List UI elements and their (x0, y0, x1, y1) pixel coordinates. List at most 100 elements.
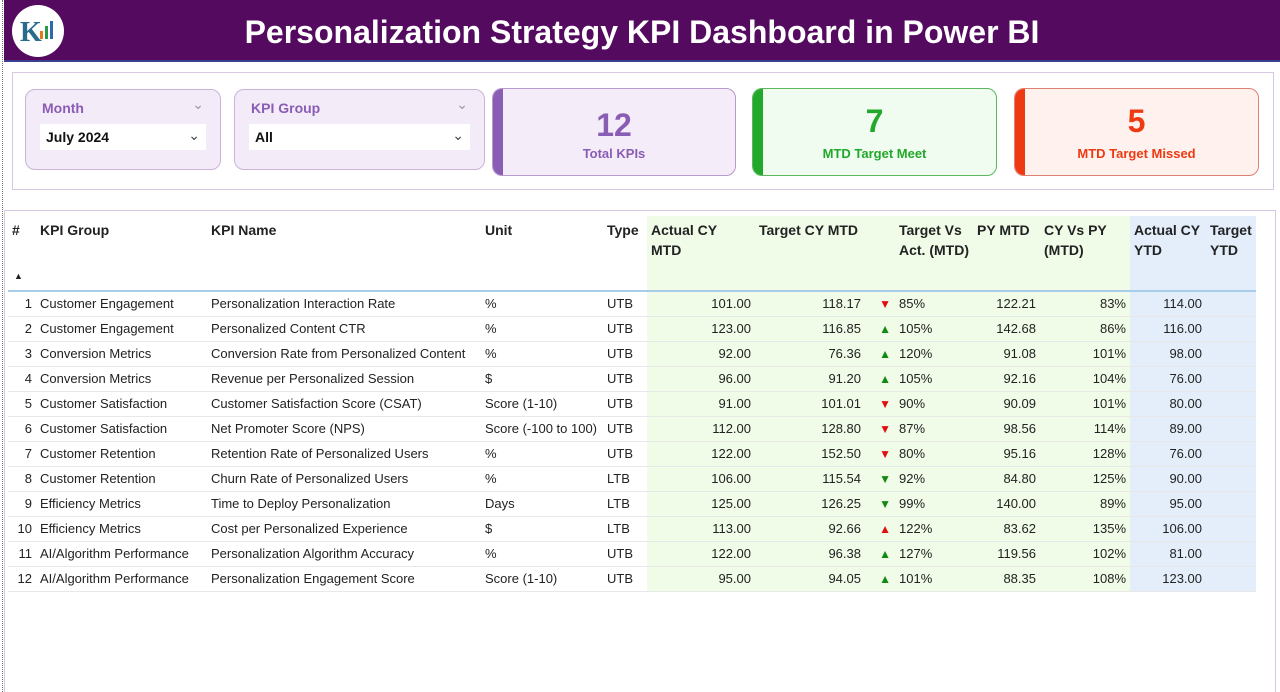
table-row[interactable]: 2 Customer Engagement Personalized Content… (8, 316, 1256, 342)
cell-ytd: 89.00 (1130, 416, 1206, 442)
cell-type: UTB (603, 291, 647, 317)
cell-cvp: 101% (1040, 391, 1130, 417)
table-row[interactable]: 1 Customer Engagement Personalization Inte… (8, 291, 1256, 317)
triangle-down-icon: ▼ (865, 391, 895, 417)
triangle-up-icon: ▲ (865, 366, 895, 392)
triangle-up-icon: ▲ (865, 316, 895, 342)
cell-group: Customer Retention (36, 466, 207, 492)
column-header[interactable]: Target CY MTD (755, 216, 865, 292)
cell-tva: 92% (895, 466, 973, 492)
cell-ytd: 123.00 (1130, 566, 1206, 592)
month-dropdown[interactable]: July 2024 ⌄ (40, 124, 206, 150)
column-header-label: Target CY MTD (759, 222, 859, 238)
column-header-label: Target Vs Act. (MTD) (899, 222, 969, 258)
kpi-group-dropdown[interactable]: All ⌄ (249, 124, 470, 150)
cell-n: 6 (8, 416, 36, 442)
triangle-down-icon: ▼ (865, 491, 895, 517)
table-row[interactable]: 8 Customer Retention Churn Rate of Persona… (8, 466, 1256, 492)
cell-group: Customer Satisfaction (36, 391, 207, 417)
column-header[interactable]: KPI Name (207, 216, 481, 292)
table-row[interactable]: 11 AI/Algorithm Performance Personalizatio… (8, 541, 1256, 567)
cell-name: Churn Rate of Personalized Users (207, 466, 481, 492)
cell-act: 92.00 (647, 341, 755, 367)
cell-unit: % (481, 466, 603, 492)
card-value: 7 (865, 103, 884, 139)
cell-ytd: 80.00 (1130, 391, 1206, 417)
cell-py: 83.62 (973, 516, 1040, 542)
column-header[interactable]: Unit (481, 216, 603, 292)
column-header[interactable]: Actual CY MTD (647, 216, 755, 292)
table-row[interactable]: 3 Conversion Metrics Conversion Rate from … (8, 341, 1256, 367)
table-row[interactable]: 5 Customer Satisfaction Customer Satisfact… (8, 391, 1256, 417)
cell-py: 142.68 (973, 316, 1040, 342)
cell-tgt: 115.54 (755, 466, 865, 492)
cell-name: Personalized Content CTR (207, 316, 481, 342)
cell-target-ytd (1206, 491, 1256, 517)
cell-act: 113.00 (647, 516, 755, 542)
cell-unit: $ (481, 516, 603, 542)
column-header[interactable]: Type (603, 216, 647, 292)
cell-target-ytd (1206, 516, 1256, 542)
cell-cvp: 86% (1040, 316, 1130, 342)
cell-tva: 101% (895, 566, 973, 592)
cell-target-ytd (1206, 466, 1256, 492)
table-row[interactable]: 12 AI/Algorithm Performance Personalizatio… (8, 566, 1256, 592)
card-value: 5 (1127, 103, 1146, 139)
table-row[interactable]: 4 Conversion Metrics Revenue per Personali… (8, 366, 1256, 392)
triangle-up-icon: ▲ (865, 566, 895, 592)
cell-type: UTB (603, 366, 647, 392)
column-header-label: PY MTD (977, 222, 1030, 238)
column-header[interactable]: KPI Group (36, 216, 207, 292)
cell-tgt: 101.01 (755, 391, 865, 417)
table-row[interactable]: 7 Customer Retention Retention Rate of Per… (8, 441, 1256, 467)
table-row[interactable]: 9 Efficiency Metrics Time to Deploy Person… (8, 491, 1256, 517)
month-slicer[interactable]: Month ⌄ July 2024 ⌄ (25, 89, 221, 170)
column-header[interactable]: Target YTD (1206, 216, 1256, 292)
sort-ascending-icon[interactable]: ▲ (14, 271, 23, 281)
chevron-down-icon[interactable]: ⌄ (192, 96, 204, 112)
triangle-down-icon: ▼ (865, 466, 895, 492)
cell-py: 92.16 (973, 366, 1040, 392)
column-header-label: # (12, 222, 20, 238)
cell-act: 125.00 (647, 491, 755, 517)
chevron-down-icon[interactable]: ⌄ (456, 96, 468, 112)
column-header[interactable]: Actual CY YTD (1130, 216, 1206, 292)
table-row[interactable]: 10 Efficiency Metrics Cost per Personalize… (8, 516, 1256, 542)
cell-n: 11 (8, 541, 36, 567)
cell-type: UTB (603, 566, 647, 592)
cell-act: 101.00 (647, 291, 755, 317)
cell-type: UTB (603, 316, 647, 342)
column-header[interactable]: # ▲ (8, 216, 36, 292)
kpi-group-value: All (255, 129, 273, 145)
column-header[interactable]: Target Vs Act. (MTD) (895, 216, 973, 292)
cell-unit: % (481, 441, 603, 467)
cell-n: 2 (8, 316, 36, 342)
cell-type: UTB (603, 391, 647, 417)
column-header[interactable]: CY Vs PY (MTD) (1040, 216, 1130, 292)
table-row[interactable]: 6 Customer Satisfaction Net Promoter Score… (8, 416, 1256, 442)
cell-n: 7 (8, 441, 36, 467)
mtd-target-meet-card: 7 MTD Target Meet (752, 88, 997, 176)
kpi-group-slicer[interactable]: KPI Group ⌄ All ⌄ (234, 89, 485, 170)
cell-name: Net Promoter Score (NPS) (207, 416, 481, 442)
cell-group: AI/Algorithm Performance (36, 566, 207, 592)
chevron-down-icon: ⌄ (188, 127, 200, 143)
cell-unit: Score (1-10) (481, 566, 603, 592)
cell-unit: % (481, 316, 603, 342)
cell-cvp: 135% (1040, 516, 1130, 542)
cell-cvp: 125% (1040, 466, 1130, 492)
cell-tva: 85% (895, 291, 973, 317)
cell-ytd: 114.00 (1130, 291, 1206, 317)
cell-type: UTB (603, 541, 647, 567)
cell-ytd: 116.00 (1130, 316, 1206, 342)
cell-tgt: 116.85 (755, 316, 865, 342)
column-header[interactable]: PY MTD (973, 216, 1040, 292)
triangle-up-icon: ▲ (865, 341, 895, 367)
card-label: MTD Target Meet (822, 146, 927, 161)
cell-tgt: 126.25 (755, 491, 865, 517)
cell-n: 12 (8, 566, 36, 592)
cell-py: 84.80 (973, 466, 1040, 492)
chevron-down-icon: ⌄ (452, 127, 464, 143)
cell-group: Conversion Metrics (36, 341, 207, 367)
column-header[interactable] (865, 216, 895, 292)
